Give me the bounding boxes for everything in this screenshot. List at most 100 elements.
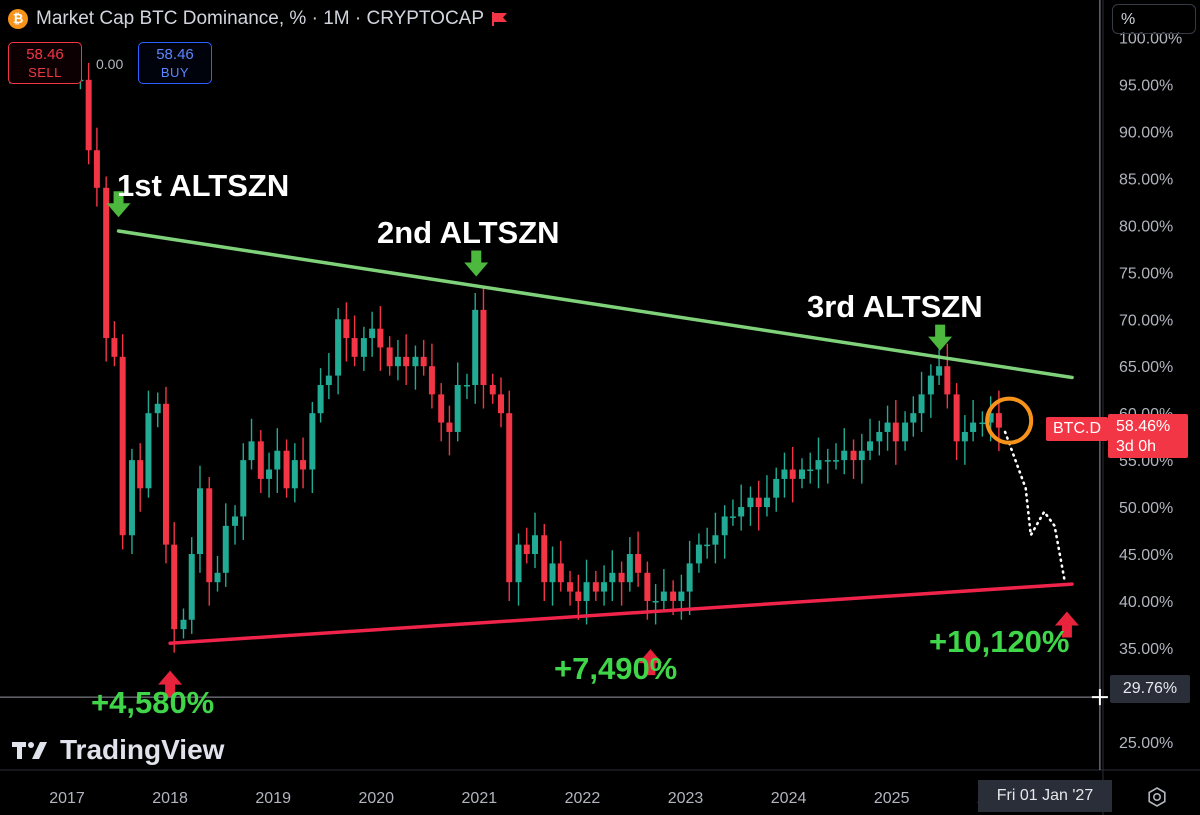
candle-body [583,582,590,601]
down-arrow-marker [928,324,953,351]
gain-label-3: +10,120% [929,624,1070,659]
last-price-tag: 58.46% 3d 0h [1108,414,1188,458]
candle-body [987,413,994,423]
candle-body [532,535,539,555]
tradingview-logo-icon [12,742,47,759]
y-tick-label: 80.00% [1119,218,1173,235]
resistance-trendline [116,229,1074,380]
y-tick-label: 40.00% [1119,594,1173,611]
candles [9,62,1002,653]
candle-body [704,544,711,547]
up-arrow-marker [158,670,183,697]
candle-body [93,150,100,188]
candle-body [240,460,247,517]
candle-body [137,460,144,489]
candle-body [970,422,977,432]
candle-body [480,309,487,385]
candle-body [300,460,307,470]
candle-body [695,544,702,564]
candle-body [660,591,667,601]
candle-body [712,535,719,545]
candle-body [283,450,290,489]
candle-body [763,497,770,508]
candle-body [618,572,625,583]
candle-body [635,554,642,573]
candle-body [154,403,161,414]
down-arrow-marker [464,250,489,277]
candle-body [652,600,659,603]
logo-text: TradingView [60,734,225,765]
candle-body [995,413,1002,428]
support-trendline [168,582,1074,645]
candle-body [557,563,564,583]
candle-body [325,375,332,385]
candle-body [377,328,384,348]
candle-body [738,507,745,517]
x-axis-labels: 2017201820192020202120222023202420252026 [49,790,1012,807]
candle-body [317,385,324,414]
candle-body [394,356,401,367]
highlight-circle [985,396,1034,445]
candle-body [274,450,281,470]
y-tick-label: 50.00% [1119,500,1173,517]
annotation-altszn-1: 1st ALTSZN [117,168,290,203]
candle-body [248,441,255,461]
flag-icon[interactable] [492,12,508,26]
candle-body [944,366,951,395]
annotation-altszn-3: 3rd ALTSZN [807,289,983,324]
candle-body [953,394,960,442]
x-tick-label: 2018 [152,790,188,807]
candle-body [824,460,831,462]
tradingview-logo: TradingView [12,734,224,766]
candle-body [351,338,358,357]
candle-body [644,572,651,601]
y-tick-label: 100.00% [1119,31,1182,48]
buy-button[interactable]: 58.46 BUY [138,42,212,84]
candle-body [162,403,169,545]
candle-body [257,441,264,479]
sell-button[interactable]: 58.46 SELL [8,42,82,84]
y-tick-label: 35.00% [1119,641,1173,658]
candle-body [343,319,350,339]
candle-body [523,544,530,555]
candle-body [601,582,608,592]
candle-body [567,582,574,592]
candle-body [884,422,891,432]
bitcoin-icon: ₿ [8,9,28,29]
candle-body [918,394,925,414]
candle-body [678,591,685,601]
candle-body [541,535,548,583]
candle-body [850,450,857,461]
x-tick-label: 2020 [358,790,394,807]
candle-body [420,356,427,367]
percent-scale-button[interactable]: % [1112,4,1196,34]
markers [106,191,1079,697]
buy-label: BUY [160,65,190,80]
crosshair [0,0,1108,770]
down-arrow-marker [106,191,131,218]
candle-body [892,422,899,442]
candle-body [489,385,496,395]
candle-body [833,460,840,462]
candle-body [335,319,342,376]
candle-body [506,413,513,583]
settings-gear-icon[interactable] [1146,786,1168,808]
x-tick-label: 2022 [565,790,601,807]
candle-body [815,460,822,470]
candle-body [497,394,504,414]
x-tick-label: 2019 [255,790,291,807]
chart-header[interactable]: ₿ Market Cap BTC Dominance, % · 1M · CRY… [8,6,508,32]
candle-body [412,356,419,367]
candle-body [515,544,522,583]
y-tick-label: 45.00% [1119,547,1173,564]
gain-label-1: +4,580% [91,685,215,720]
candle-body [85,79,92,151]
candle-body [360,338,367,357]
candle-body [592,582,599,592]
candle-body [798,469,805,479]
countdown: 3d 0h [1116,438,1157,455]
candle-body [196,488,203,555]
x-tick-label: 2025 [874,790,910,807]
